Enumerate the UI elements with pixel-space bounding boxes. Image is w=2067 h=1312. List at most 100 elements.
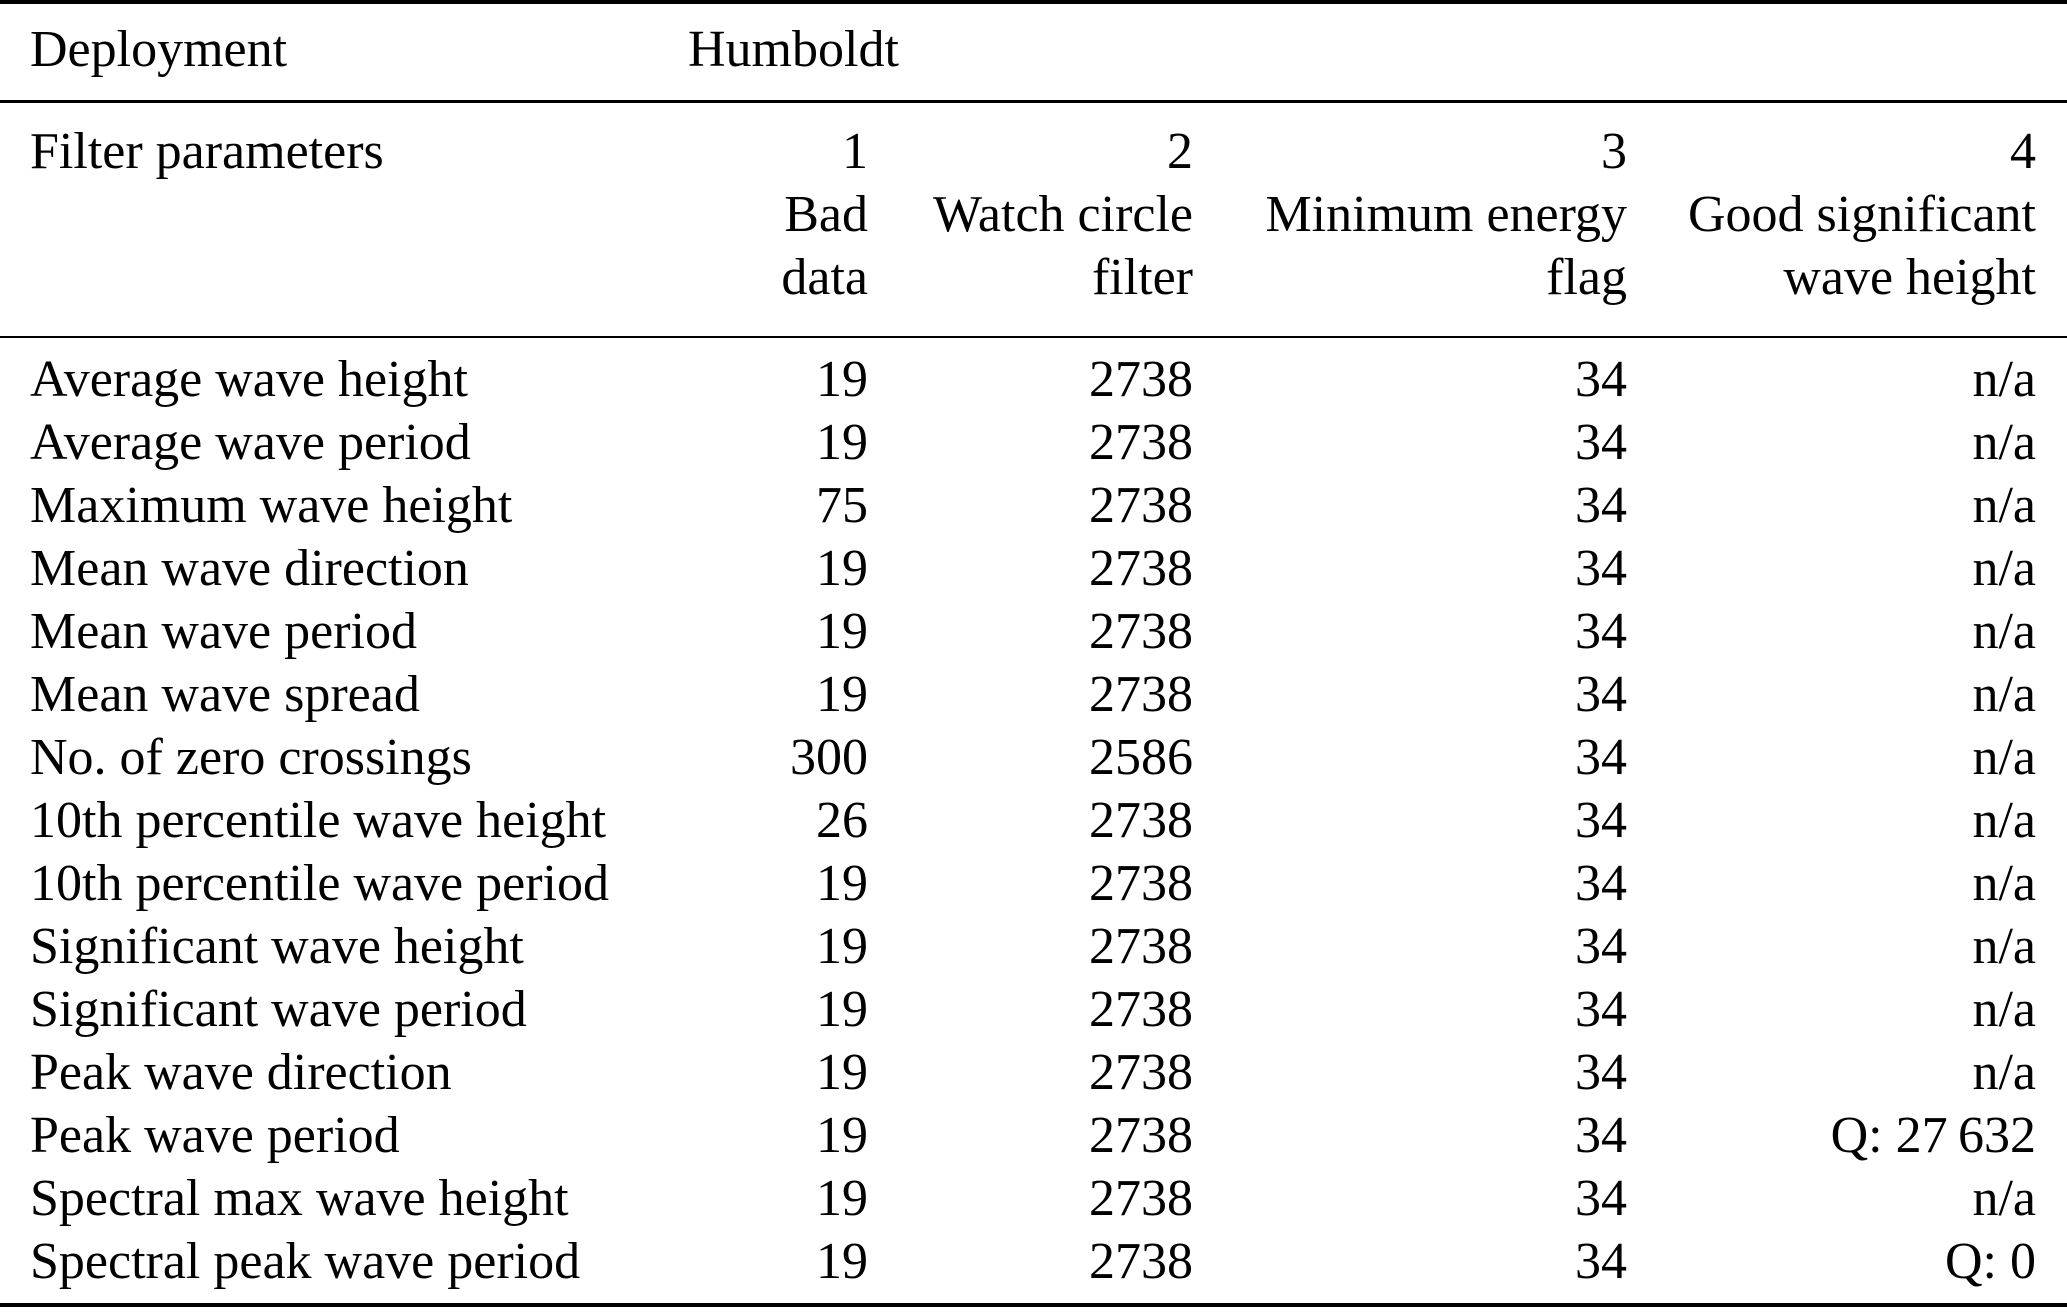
min-energy-value: 34 [1575, 918, 1627, 975]
table-row: No. of zero crossings 300 2586 34 n/a [0, 726, 2067, 789]
row-label: Mean wave spread [30, 666, 420, 723]
good-swh-value: n/a [1972, 603, 2036, 660]
bad-data-value: 19 [816, 1107, 868, 1164]
row-label: Average wave period [30, 414, 471, 471]
filter-parameters-label: Filter parameters [30, 122, 384, 180]
good-swh-value: n/a [1972, 477, 2036, 534]
min-energy-value: 34 [1575, 1107, 1627, 1164]
bad-data-value: 19 [816, 918, 868, 975]
column-number: 1 [842, 122, 868, 180]
bad-data-value: 19 [816, 1170, 868, 1227]
watch-circle-value: 2738 [1089, 1044, 1193, 1101]
good-swh-value: n/a [1972, 981, 2036, 1038]
table-row: Mean wave direction 19 2738 34 n/a [0, 537, 2067, 600]
watch-circle-value: 2738 [1089, 1170, 1193, 1227]
min-energy-value: 34 [1575, 1170, 1627, 1227]
column-name: Good significant wave height [1687, 185, 2036, 306]
column-header-good-swh: 4 Good significant wave height [1627, 120, 2036, 336]
watch-circle-value: 2738 [1089, 855, 1193, 912]
column-name: Bad data [781, 185, 868, 306]
bad-data-value: 19 [816, 603, 868, 660]
row-label: Mean wave period [30, 603, 417, 660]
column-name: Minimum energy flag [1265, 185, 1627, 306]
good-swh-value: n/a [1972, 414, 2036, 471]
watch-circle-value: 2738 [1089, 918, 1193, 975]
table-row: Maximum wave height 75 2738 34 n/a [0, 474, 2067, 537]
watch-circle-value: 2738 [1089, 1107, 1193, 1164]
good-swh-value: n/a [1972, 351, 2036, 408]
good-swh-value: n/a [1972, 792, 2036, 849]
bottom-rule [0, 1303, 2067, 1307]
bad-data-value: 300 [790, 729, 868, 786]
table-row: 10th percentile wave period 19 2738 34 n… [0, 852, 2067, 915]
column-header-bad-data: 1 Bad data [688, 120, 868, 336]
good-swh-value: n/a [1972, 666, 2036, 723]
good-swh-value: n/a [1972, 729, 2036, 786]
table-row: Average wave height 19 2738 34 n/a [0, 348, 2067, 411]
row-label: Maximum wave height [30, 477, 513, 534]
min-energy-value: 34 [1575, 792, 1627, 849]
deployment-value: Humboldt [688, 21, 899, 78]
min-energy-value: 34 [1575, 729, 1627, 786]
bad-data-value: 19 [816, 981, 868, 1038]
columns-rule [0, 335, 2067, 338]
row-label: Mean wave direction [30, 540, 469, 597]
row-label: Spectral max wave height [30, 1170, 569, 1227]
watch-circle-value: 2738 [1089, 1233, 1193, 1290]
good-swh-value: n/a [1972, 1044, 2036, 1101]
watch-circle-value: 2586 [1089, 729, 1193, 786]
table-row: Peak wave direction 19 2738 34 n/a [0, 1041, 2067, 1104]
table-row: Significant wave period 19 2738 34 n/a [0, 978, 2067, 1041]
min-energy-value: 34 [1575, 855, 1627, 912]
bad-data-value: 19 [816, 1233, 868, 1290]
row-label: 10th percentile wave period [30, 855, 609, 912]
filter-parameters-header: Filter parameters 1 Bad data 2 Watch cir… [0, 103, 2067, 336]
column-header-watch-circle: 2 Watch circle filter [868, 120, 1193, 336]
column-number: 4 [2010, 122, 2036, 180]
bad-data-value: 19 [816, 666, 868, 723]
table-row: 10th percentile wave height 26 2738 34 n… [0, 789, 2067, 852]
good-swh-value: Q: 27 632 [1830, 1107, 2036, 1164]
watch-circle-value: 2738 [1089, 792, 1193, 849]
good-swh-value: n/a [1972, 855, 2036, 912]
row-label: Significant wave height [30, 918, 524, 975]
min-energy-value: 34 [1575, 477, 1627, 534]
table-row: Significant wave height 19 2738 34 n/a [0, 915, 2067, 978]
watch-circle-value: 2738 [1089, 603, 1193, 660]
bad-data-value: 75 [816, 477, 868, 534]
row-label: Average wave height [30, 351, 468, 408]
column-number: 2 [1167, 122, 1193, 180]
table-row: Mean wave period 19 2738 34 n/a [0, 600, 2067, 663]
deployment-label: Deployment [30, 21, 288, 78]
column-name: Watch circle filter [933, 185, 1193, 306]
min-energy-value: 34 [1575, 1233, 1627, 1290]
bad-data-value: 19 [816, 414, 868, 471]
good-swh-value: n/a [1972, 1170, 2036, 1227]
row-label: No. of zero crossings [30, 729, 472, 786]
row-label: Significant wave period [30, 981, 527, 1038]
min-energy-value: 34 [1575, 351, 1627, 408]
watch-circle-value: 2738 [1089, 351, 1193, 408]
table-body: Average wave height 19 2738 34 n/a Avera… [0, 338, 2067, 1303]
bad-data-value: 19 [816, 855, 868, 912]
min-energy-value: 34 [1575, 666, 1627, 723]
watch-circle-value: 2738 [1089, 666, 1193, 723]
column-header-min-energy: 3 Minimum energy flag [1193, 120, 1627, 336]
watch-circle-value: 2738 [1089, 414, 1193, 471]
table-row: Spectral peak wave period 19 2738 34 Q: … [0, 1230, 2067, 1293]
bad-data-value: 26 [816, 792, 868, 849]
watch-circle-value: 2738 [1089, 981, 1193, 1038]
good-swh-value: n/a [1972, 540, 2036, 597]
row-label: Peak wave period [30, 1107, 400, 1164]
min-energy-value: 34 [1575, 603, 1627, 660]
column-number: 3 [1601, 122, 1627, 180]
min-energy-value: 34 [1575, 414, 1627, 471]
min-energy-value: 34 [1575, 981, 1627, 1038]
bad-data-value: 19 [816, 351, 868, 408]
table-row: Mean wave spread 19 2738 34 n/a [0, 663, 2067, 726]
table-row: Average wave period 19 2738 34 n/a [0, 411, 2067, 474]
table-row: Peak wave period 19 2738 34 Q: 27 632 [0, 1104, 2067, 1167]
deployment-row: Deployment Humboldt [0, 4, 2067, 100]
min-energy-value: 34 [1575, 540, 1627, 597]
